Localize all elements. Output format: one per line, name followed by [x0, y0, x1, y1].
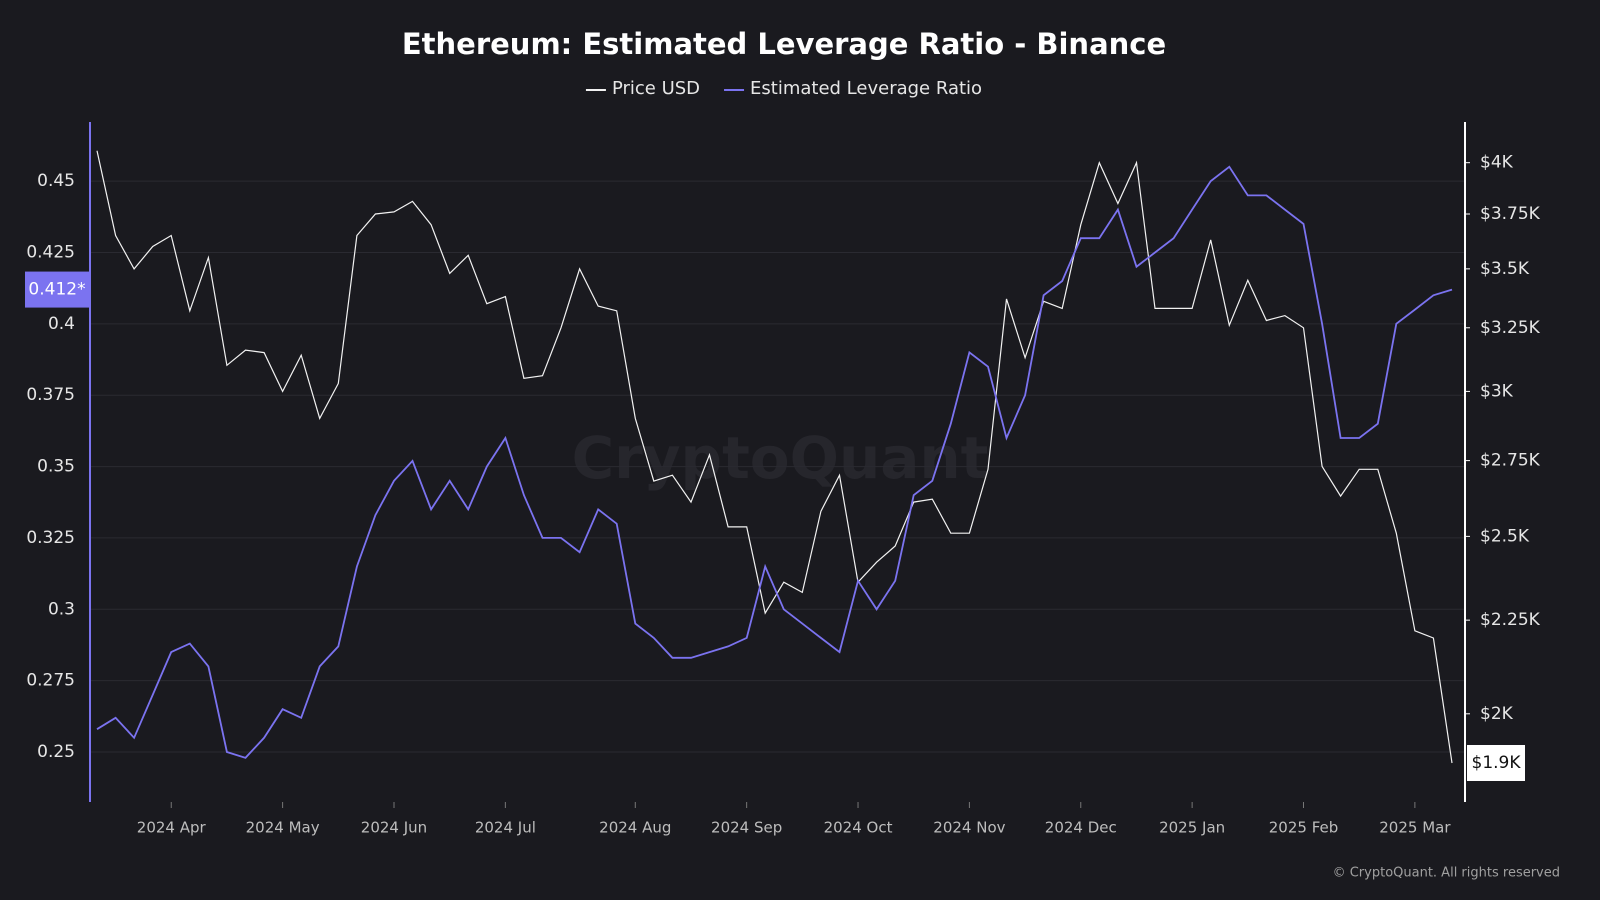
y2-tick-label: $4K: [1480, 153, 1514, 173]
y-tick-label: 0.35: [37, 457, 75, 477]
x-tick-label: 2024 May: [246, 819, 320, 837]
x-tick-label: 2024 Sep: [711, 819, 782, 837]
y-tick-label: 0.45: [37, 171, 75, 191]
y2-tick-label: $3.5K: [1480, 259, 1530, 279]
y-tick-label: 0.3: [48, 599, 75, 619]
x-tick-label: 2024 Jul: [475, 819, 536, 837]
y2-tick-label: $3K: [1480, 381, 1514, 401]
watermark: CryptoQuant: [572, 424, 989, 492]
copyright: © CryptoQuant. All rights reserved: [1333, 866, 1560, 881]
y2-tick-label: $2.25K: [1480, 610, 1541, 630]
x-tick-label: 2024 Dec: [1045, 819, 1117, 837]
last-value-box: [25, 271, 90, 308]
x-tick-label: 2024 Nov: [933, 819, 1005, 837]
x-tick-label: 2025 Mar: [1379, 819, 1451, 837]
y2-tick-label: $2.5K: [1480, 526, 1530, 546]
series-line: [96, 165, 1453, 759]
last-value-label: 0.412*: [28, 280, 85, 300]
x-tick-label: 2024 Aug: [599, 819, 671, 837]
chart-title: Ethereum: Estimated Leverage Ratio - Bin…: [402, 27, 1166, 61]
x-tick-label: 2025 Jan: [1159, 819, 1225, 837]
x-tick-label: 2025 Feb: [1269, 819, 1339, 837]
legend-label: Estimated Leverage Ratio: [750, 78, 982, 99]
y-tick-label: 0.4: [48, 314, 75, 334]
y-tick-label: 0.425: [26, 242, 75, 262]
y-tick-label: 0.275: [26, 671, 75, 691]
y2-tick-label: $3.75K: [1480, 204, 1541, 224]
y-tick-label: 0.25: [37, 742, 75, 762]
y2-tick-label: $3.25K: [1480, 318, 1541, 338]
y2-tick-label: $2K: [1480, 704, 1514, 724]
y-tick-label: 0.375: [26, 385, 75, 405]
series-line: [96, 150, 1453, 764]
y-tick-label: 0.325: [26, 528, 75, 548]
last-value-box: [1467, 744, 1525, 781]
x-tick-label: 2024 Apr: [137, 819, 207, 837]
legend-label: Price USD: [612, 78, 700, 99]
x-tick-label: 2024 Oct: [824, 819, 893, 837]
y2-tick-label: $2.75K: [1480, 451, 1541, 471]
last-value-label: $1.9K: [1472, 753, 1522, 773]
x-tick-label: 2024 Jun: [361, 819, 427, 837]
legend: Price USD Estimated Leverage Ratio: [585, 78, 982, 99]
